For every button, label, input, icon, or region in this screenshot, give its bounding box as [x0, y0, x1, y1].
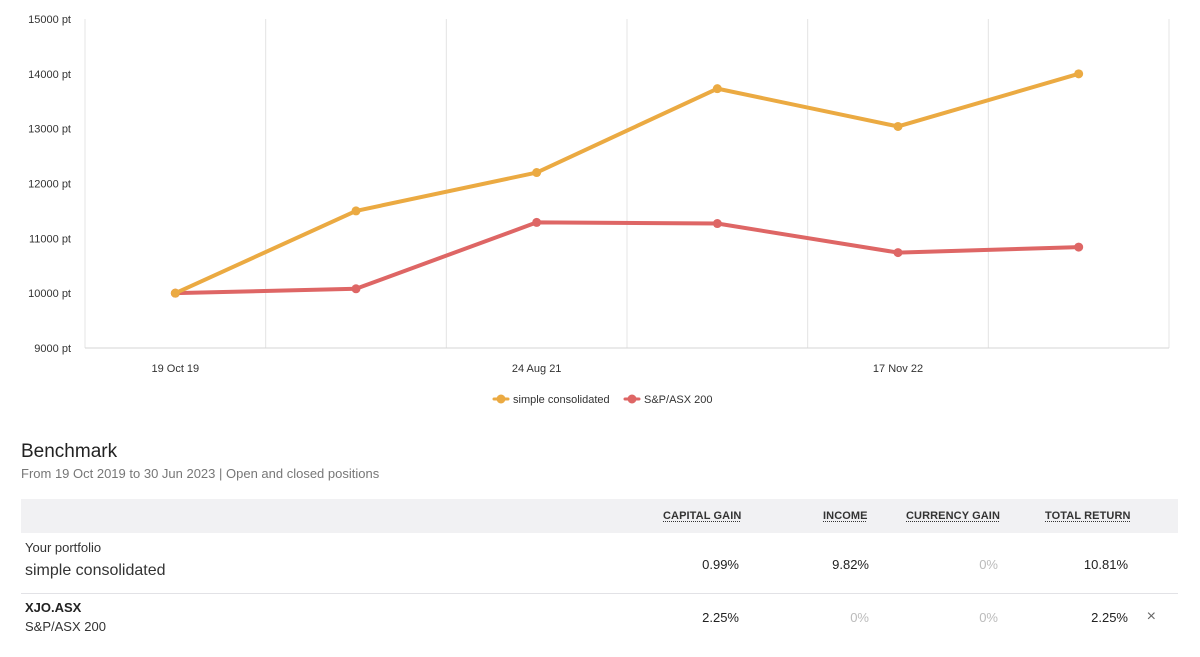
legend-item[interactable]: S&P/ASX 200 — [623, 394, 713, 406]
chart-series — [170, 69, 1084, 298]
col-currency-gain[interactable]: CURRENCY GAIN — [906, 510, 1000, 522]
total-return-value: 2.25% — [1091, 610, 1128, 625]
series-line — [173, 71, 1081, 296]
data-point — [893, 121, 903, 131]
income-value: 9.82% — [832, 557, 869, 572]
data-point — [712, 84, 722, 94]
data-point — [893, 248, 903, 258]
x-axis-tick-labels: 19 Oct 19 24 Aug 21 17 Nov 22 — [151, 363, 923, 375]
capital-gain-value: 2.25% — [702, 610, 739, 625]
benchmark-title: Benchmark — [21, 441, 118, 462]
y-tick-label: 13000 pt — [28, 124, 71, 136]
row-label-portfolio: simple consolidated — [25, 562, 166, 579]
series-simple-consolidated — [170, 69, 1084, 298]
data-point — [532, 168, 542, 178]
capital-gain-value: 0.99% — [702, 557, 739, 572]
data-point — [170, 288, 180, 298]
row-label-benchmark: S&P/ASX 200 — [25, 619, 106, 634]
col-income[interactable]: INCOME — [823, 510, 868, 522]
data-point — [1074, 69, 1084, 79]
data-point — [1074, 242, 1084, 252]
currency-gain-value: 0% — [979, 610, 998, 625]
y-tick-label: 10000 pt — [28, 288, 71, 300]
legend-label: S&P/ASX 200 — [644, 394, 713, 406]
legend-swatch-dot — [496, 394, 506, 404]
y-tick-label: 14000 pt — [28, 69, 71, 81]
currency-gain-value: 0% — [979, 557, 998, 572]
y-tick-label: 12000 pt — [28, 179, 71, 191]
x-tick-label: 19 Oct 19 — [151, 363, 199, 375]
total-return-value: 10.81% — [1083, 557, 1128, 572]
data-point — [351, 206, 361, 216]
data-point — [532, 217, 542, 227]
legend-label: simple consolidated — [513, 394, 610, 406]
benchmark-table: CAPITAL GAIN INCOME CURRENCY GAIN TOTAL … — [21, 499, 1178, 644]
table-row: XJO.ASX S&P/ASX 200 2.25% 0% 0% 2.25% × — [21, 594, 1178, 644]
row-label-ticker: XJO.ASX — [25, 600, 82, 615]
chart-legend[interactable]: simple consolidated S&P/ASX 200 — [492, 394, 713, 406]
row-label-top: Your portfolio — [25, 540, 102, 555]
y-tick-label: 15000 pt — [28, 14, 71, 26]
y-tick-label: 11000 pt — [29, 233, 71, 245]
col-capital-gain[interactable]: CAPITAL GAIN — [663, 510, 742, 522]
col-total-return[interactable]: TOTAL RETURN — [1045, 510, 1131, 522]
table-row: Your portfolio simple consolidated 0.99%… — [21, 533, 1178, 594]
performance-chart: 15000 pt 14000 pt 13000 pt 12000 pt 11000 pt… — [28, 14, 1170, 406]
table-header: CAPITAL GAIN INCOME CURRENCY GAIN TOTAL … — [21, 499, 1178, 533]
benchmark-subtitle: From 19 Oct 2019 to 30 Jun 2023 | Open a… — [21, 466, 380, 481]
income-value: 0% — [850, 610, 869, 625]
series-line — [173, 220, 1081, 296]
legend-item[interactable]: simple consolidated — [492, 394, 610, 406]
x-tick-label: 17 Nov 22 — [873, 363, 923, 375]
y-tick-label: 9000 pt — [34, 343, 71, 355]
y-axis-tick-labels: 15000 pt 14000 pt 13000 pt 12000 pt 11000 pt… — [28, 14, 71, 355]
data-point — [351, 284, 361, 294]
chart-grid — [84, 19, 1170, 349]
data-point — [712, 219, 722, 229]
x-tick-label: 24 Aug 21 — [512, 363, 562, 375]
legend-swatch-dot — [627, 394, 637, 404]
remove-benchmark-icon[interactable]: × — [1146, 608, 1156, 625]
